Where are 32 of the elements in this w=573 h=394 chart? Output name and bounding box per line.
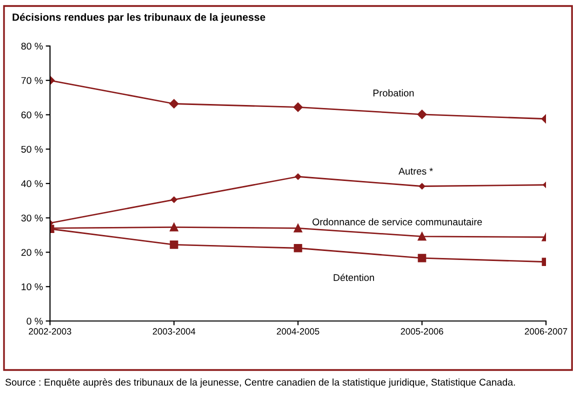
- y-tick-label: 40 %: [21, 180, 43, 188]
- text: Détention: [334, 274, 374, 281]
- point: [417, 110, 427, 120]
- y-tick-label: 10 %: [22, 283, 43, 290]
- x-tick-label: 2002-2003: [28, 328, 72, 335]
- point: [293, 102, 303, 112]
- point: [294, 173, 302, 180]
- x-tick-label: 2006-2007: [524, 328, 568, 335]
- point: [418, 232, 426, 241]
- point: [418, 183, 426, 190]
- source-note: Source : Enquête auprès des tribunaux de la jeunesse, Centre canadien de la statistique juridique, Statistique Canada.: [5, 378, 515, 388]
- y-tick-label: 30 %: [21, 214, 43, 222]
- y-tick-label: 0 %: [26, 318, 43, 325]
- y-tick-label: 60 %: [21, 111, 43, 118]
- series-label: Autres *: [398, 168, 433, 175]
- point: [418, 254, 426, 262]
- y-tick-label: 20 %: [21, 248, 43, 256]
- x-tick-label: 2005-2006: [400, 328, 444, 335]
- series-label: Ordonnance de service communautaire: [312, 218, 482, 226]
- y-tick-label: 50 %: [21, 146, 43, 153]
- point: [169, 99, 179, 108]
- x-tick-label: 2003-2004: [152, 328, 196, 335]
- y-tick-label: 70 %: [21, 77, 43, 84]
- point: [170, 240, 178, 249]
- point: [294, 224, 302, 232]
- series-label: Probation: [373, 89, 414, 96]
- point: [294, 244, 302, 252]
- x-tick-label: 2004-2005: [276, 328, 320, 335]
- point: [170, 222, 178, 232]
- y-tick-label: 80 %: [21, 42, 43, 50]
- point: [170, 196, 178, 203]
- chart-title: Décisions rendues par les tribunaux de la jeunesse: [12, 13, 266, 23]
